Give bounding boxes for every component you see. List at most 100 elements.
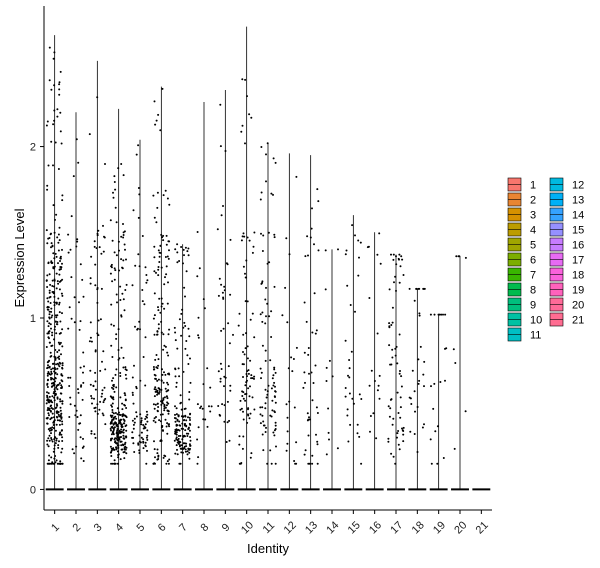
point-4 xyxy=(122,234,125,236)
point-7 xyxy=(176,347,179,350)
point-1 xyxy=(51,245,54,248)
point-1 xyxy=(58,440,60,443)
point-7 xyxy=(185,340,188,342)
point-4 xyxy=(115,337,118,340)
point-15 xyxy=(352,402,355,405)
point-7 xyxy=(173,439,176,442)
point-11 xyxy=(262,449,265,452)
point-1 xyxy=(57,233,60,236)
point-7 xyxy=(185,432,188,435)
point-1 xyxy=(51,279,54,282)
point-2 xyxy=(77,428,80,431)
point-17 xyxy=(400,375,403,378)
point-4 xyxy=(118,438,121,441)
point-3 xyxy=(102,224,104,227)
point-9 xyxy=(228,419,231,422)
point-10 xyxy=(249,456,252,459)
point-1 xyxy=(55,415,58,418)
point-1 xyxy=(61,362,64,365)
point-2 xyxy=(76,240,79,243)
point-7 xyxy=(173,326,176,329)
point-6 xyxy=(160,305,163,308)
point-11 xyxy=(266,142,269,145)
point-2 xyxy=(78,301,80,304)
point-1 xyxy=(53,438,56,441)
point-11 xyxy=(267,384,270,387)
point-5 xyxy=(139,328,141,331)
point-1 xyxy=(52,266,55,269)
point-7 xyxy=(179,424,182,427)
point-15 xyxy=(359,241,362,244)
point-17 xyxy=(398,448,401,451)
point-6 xyxy=(157,358,160,361)
point-3 xyxy=(99,400,102,403)
point-4 xyxy=(117,436,120,439)
legend-label-15: 15 xyxy=(572,225,584,237)
point-18 xyxy=(408,287,411,290)
point-14 xyxy=(327,431,330,434)
point-17 xyxy=(387,440,390,443)
legend-label-16: 16 xyxy=(572,240,584,252)
point-7 xyxy=(175,413,178,416)
point-4 xyxy=(110,462,113,465)
point-10 xyxy=(248,239,251,242)
point-9 xyxy=(227,322,230,325)
point-9 xyxy=(229,384,232,387)
legend-label-19: 19 xyxy=(572,285,584,297)
point-6 xyxy=(162,234,165,237)
point-13 xyxy=(307,353,310,356)
point-4 xyxy=(109,219,112,222)
point-17 xyxy=(390,324,393,326)
point-6 xyxy=(159,420,162,423)
point-2 xyxy=(70,317,73,320)
point-7 xyxy=(180,415,183,418)
point-3 xyxy=(103,399,106,402)
point-19 xyxy=(444,313,447,316)
point-18 xyxy=(413,390,416,393)
point-4 xyxy=(120,163,123,165)
point-1 xyxy=(60,292,63,295)
point-6 xyxy=(157,458,160,460)
point-5 xyxy=(132,402,135,405)
point-5 xyxy=(137,442,140,445)
point-5 xyxy=(131,394,134,396)
point-10 xyxy=(241,395,244,397)
point-11 xyxy=(270,387,273,390)
point-4 xyxy=(116,442,119,445)
point-1 xyxy=(48,414,50,417)
point-4 xyxy=(121,408,124,411)
point-6 xyxy=(152,419,155,422)
point-6 xyxy=(159,129,162,132)
point-4 xyxy=(113,278,116,281)
point-7 xyxy=(175,431,178,434)
point-10 xyxy=(245,332,247,335)
point-5 xyxy=(140,417,143,420)
point-11 xyxy=(264,322,267,325)
point-1 xyxy=(52,123,55,126)
point-7 xyxy=(177,442,180,445)
point-7 xyxy=(180,427,183,430)
point-4 xyxy=(112,388,115,390)
point-1 xyxy=(61,248,63,251)
point-6 xyxy=(154,403,157,406)
point-1 xyxy=(53,457,56,460)
point-5 xyxy=(140,421,143,424)
point-12 xyxy=(286,416,289,419)
point-11 xyxy=(270,462,273,465)
point-18 xyxy=(423,385,425,388)
point-6 xyxy=(159,440,162,442)
point-4 xyxy=(110,420,113,423)
point-11 xyxy=(260,232,262,235)
point-6 xyxy=(153,256,156,259)
point-1 xyxy=(50,382,53,385)
x-tick-label: 21 xyxy=(474,519,491,536)
point-17 xyxy=(394,354,397,357)
point-6 xyxy=(154,358,157,361)
point-5 xyxy=(144,266,147,269)
point-15 xyxy=(357,274,360,277)
point-4 xyxy=(119,458,122,461)
point-6 xyxy=(162,397,165,400)
point-5 xyxy=(132,209,135,212)
point-4 xyxy=(120,444,123,447)
point-1 xyxy=(61,436,64,439)
